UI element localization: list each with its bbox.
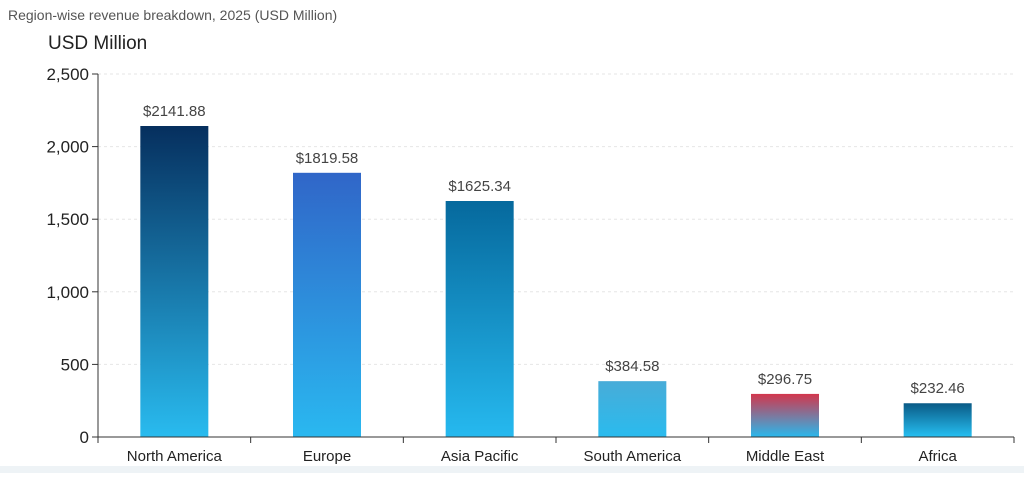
- bottom-strip: [0, 466, 1024, 473]
- x-tick-label: Asia Pacific: [441, 448, 519, 465]
- data-label: $384.58: [605, 358, 659, 375]
- bar-north-america[interactable]: [140, 125, 209, 437]
- y-tick-label: 1,500: [46, 210, 89, 229]
- data-label: $232.46: [911, 380, 965, 397]
- y-tick-label: 2,500: [46, 65, 89, 84]
- bar-europe[interactable]: [293, 172, 361, 437]
- y-tick-label: 500: [61, 355, 89, 374]
- y-tick-label: 0: [80, 428, 89, 447]
- bar-south-america[interactable]: [598, 381, 667, 437]
- x-tick-label: South America: [584, 448, 682, 465]
- x-tick-label: Middle East: [746, 448, 825, 465]
- data-label: $2141.88: [143, 103, 206, 120]
- bar-africa[interactable]: [903, 403, 972, 437]
- y-tick-label: 1,000: [46, 283, 89, 302]
- y-axis-title: USD Million: [48, 33, 147, 54]
- axes: USD Million 0 500 1,000 1,500 2,000 2,500 North…: [46, 33, 1015, 465]
- chart-caption: Region-wise revenue breakdown, 2025 (USD…: [8, 7, 338, 23]
- x-tick-label: North America: [127, 448, 223, 465]
- gridlines: [98, 73, 1014, 365]
- y-tick-label: 2,000: [46, 138, 89, 157]
- x-tick-label: Europe: [303, 448, 351, 465]
- x-tick-label: Africa: [918, 448, 957, 465]
- data-labels: $2141.88 $1819.58 $1625.34 $384.58 $296.75 $2…: [143, 103, 965, 397]
- data-label: $296.75: [758, 371, 812, 388]
- data-label: $1625.34: [448, 178, 511, 195]
- data-label: $1819.58: [296, 150, 359, 167]
- bar-middle-east[interactable]: [751, 393, 819, 437]
- bars: [140, 125, 972, 437]
- bar-asia-pacific[interactable]: [445, 201, 514, 437]
